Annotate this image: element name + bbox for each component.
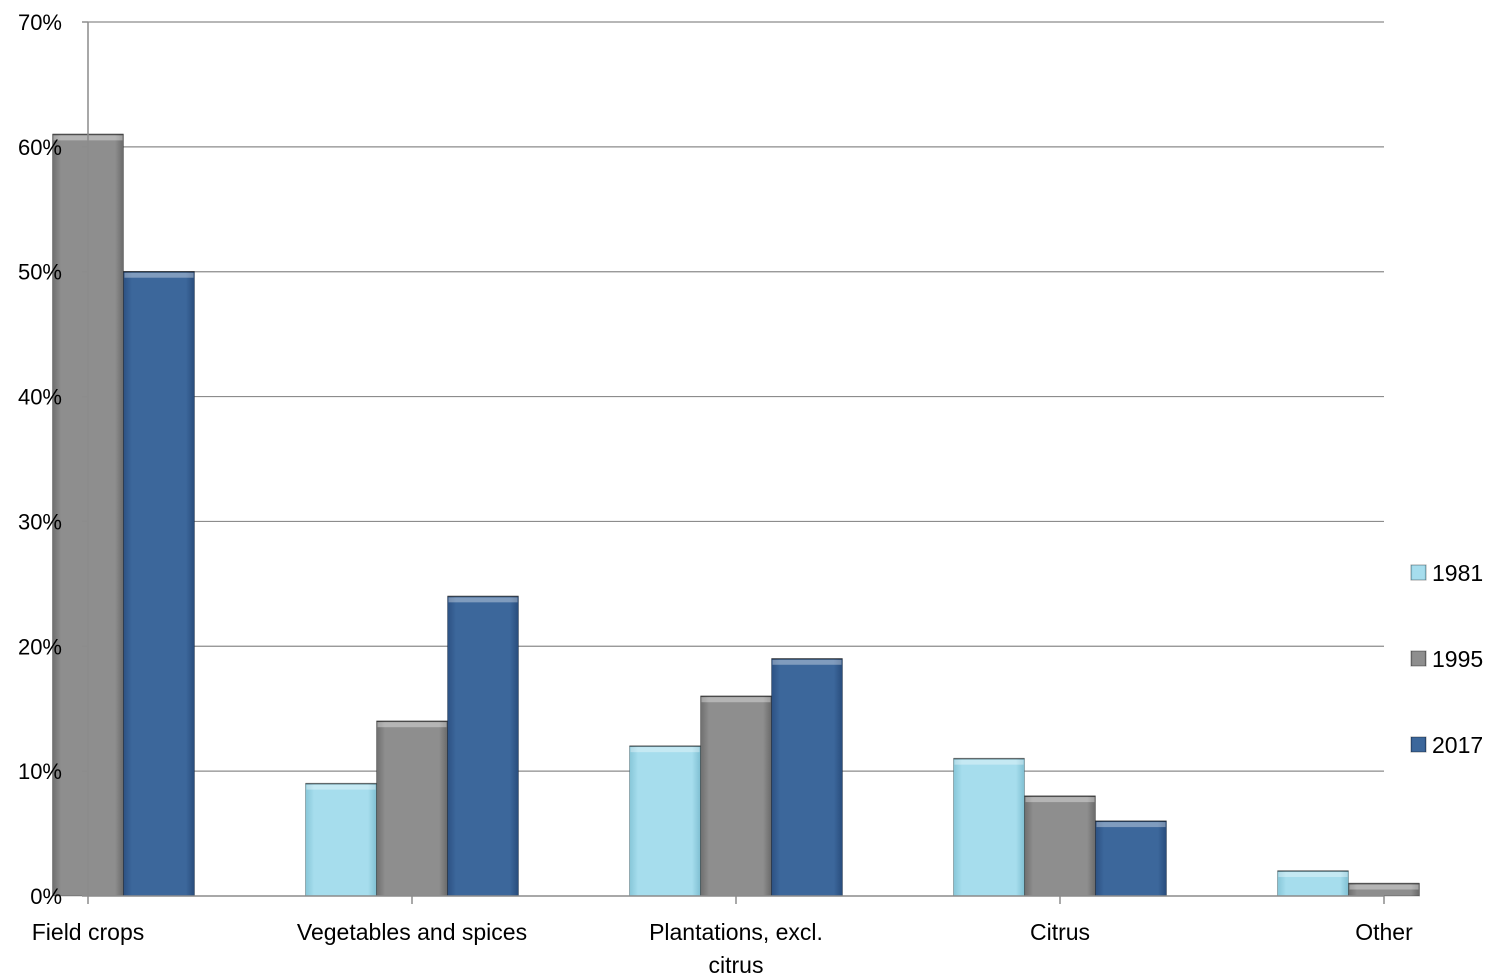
bar-body [1095, 820, 1167, 897]
y-tick-label: 40% [18, 385, 62, 410]
legend-label: 1981 [1432, 560, 1483, 586]
legend-label: 2017 [1432, 732, 1483, 758]
bar [1277, 870, 1349, 897]
bar-bevel [306, 784, 376, 790]
legend-item: 2017 [1410, 732, 1483, 758]
legend: 1981 1995 2017 [1410, 560, 1483, 758]
x-category-label: Citrus [1030, 919, 1090, 945]
bar-body [629, 745, 701, 897]
y-tick-label: 0% [30, 884, 62, 909]
bar-body [1024, 795, 1096, 897]
bar-bevel [124, 272, 194, 278]
bar-body [700, 695, 772, 897]
legend-item: 1995 [1410, 646, 1483, 672]
bars [52, 133, 1420, 897]
bar [1024, 795, 1096, 897]
bar [700, 695, 772, 897]
bar-body [953, 758, 1025, 897]
bar [1095, 820, 1167, 897]
bar-bevel [448, 597, 518, 603]
bar-bevel [954, 759, 1024, 765]
legend-item: 1981 [1410, 560, 1483, 586]
y-tick-label: 30% [18, 509, 62, 534]
bar-bevel [1349, 884, 1419, 890]
x-category-label: Other [1355, 919, 1413, 945]
y-tick-label: 60% [18, 135, 62, 160]
bar-bevel [772, 659, 842, 665]
x-category-label: Plantations, excl. citrus [649, 919, 823, 977]
bar-body [305, 783, 377, 897]
legend-swatch [1410, 736, 1427, 753]
legend-swatch [1410, 650, 1427, 667]
bar [1348, 882, 1420, 897]
legend-swatch [1410, 564, 1427, 581]
bar [305, 782, 377, 897]
bar-bevel [377, 722, 447, 728]
bar [376, 720, 448, 897]
bar-body [376, 720, 448, 897]
bar-bevel [630, 747, 700, 753]
bar-bevel [1096, 822, 1166, 828]
bar-bevel [701, 697, 771, 703]
bar-body [447, 595, 519, 897]
bar-body [123, 271, 195, 897]
y-tick-label: 70% [18, 10, 62, 35]
bar-bevel [1025, 797, 1095, 803]
y-tick-label: 20% [18, 634, 62, 659]
x-category-label: Field crops [32, 919, 144, 945]
x-axis-category-labels: Field crops Vegetables and spices Plantati… [32, 919, 1413, 977]
y-tick-label: 50% [18, 260, 62, 285]
bar [629, 745, 701, 897]
bar [123, 270, 195, 897]
y-tick-label: 10% [18, 759, 62, 784]
bar [953, 757, 1025, 897]
bar [771, 658, 843, 897]
bar-bevel [1278, 872, 1348, 878]
bar-body [771, 658, 843, 897]
x-category-label: Vegetables and spices [297, 919, 527, 945]
axes [82, 21, 1385, 904]
legend-label: 1995 [1432, 646, 1483, 672]
bar [447, 595, 519, 897]
y-axis-tick-labels: 0% 10% 20% 30% 40% 50% 60% 70% [18, 10, 62, 909]
gridlines [88, 21, 1384, 772]
